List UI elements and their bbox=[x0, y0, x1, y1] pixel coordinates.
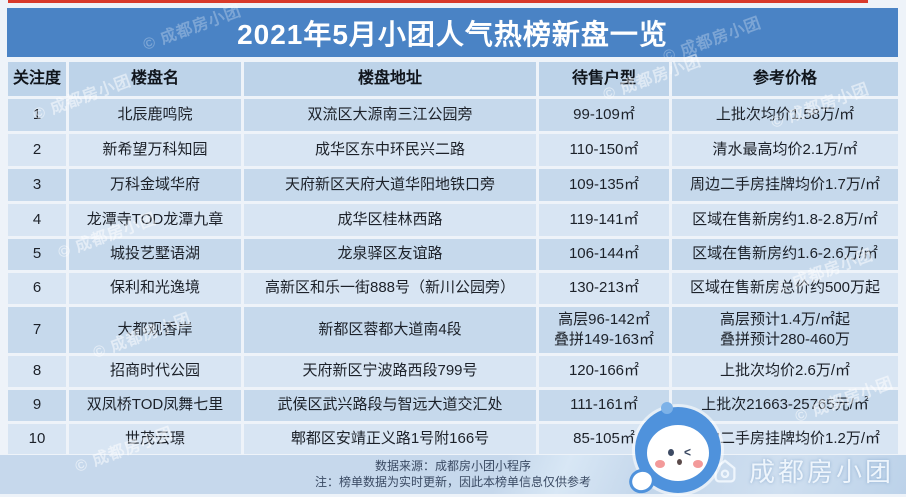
column-header-price: 参考价格 bbox=[672, 62, 898, 96]
footer-notes: 数据来源：成都房小团小程序 注：榜单数据为实时更新，因此本榜单信息仅供参考 bbox=[0, 458, 906, 490]
rank-cell: 4 bbox=[8, 204, 66, 236]
price-cell: 区域在售新房约1.6-2.6万/㎡ bbox=[672, 239, 898, 270]
table-row: 2 新希望万科知园 成华区东中环民兴二路 110-150㎡ 清水最高均价2.1万… bbox=[8, 134, 898, 166]
units-cell: 106-144㎡ bbox=[539, 239, 669, 270]
ranking-table: 关注度 楼盘名 楼盘地址 待售户型 参考价格 1 北辰鹿鸣院 双流区大源南三江公… bbox=[8, 62, 898, 454]
units-cell: 111-161㎡ bbox=[539, 390, 669, 421]
price-cell: 上批次均价2.6万/㎡ bbox=[672, 356, 898, 387]
mascot-blush bbox=[693, 460, 703, 468]
name-cell: 北辰鹿鸣院 bbox=[69, 99, 241, 131]
price-cell: 清水最高均价2.1万/㎡ bbox=[672, 134, 898, 166]
table-row: 9 双凤桥TOD凤舞七里 武侯区武兴路段与智远大道交汇处 111-161㎡ 上批… bbox=[8, 390, 898, 421]
rank-cell: 7 bbox=[8, 307, 66, 353]
address-cell: 高新区和乐一街888号（新川公园旁） bbox=[244, 273, 536, 304]
rank-cell: 9 bbox=[8, 390, 66, 421]
table-row: 4 龙潭寺TOD龙潭九章 成华区桂林西路 119-141㎡ 区域在售新房约1.8… bbox=[8, 204, 898, 236]
column-header-name: 楼盘名 bbox=[69, 62, 241, 96]
brand-logo: 成都房小团 bbox=[710, 452, 894, 489]
name-cell: 招商时代公园 bbox=[69, 356, 241, 387]
page-title: 2021年5月小团人气热榜新盘一览 bbox=[237, 18, 668, 50]
name-cell: 双凤桥TOD凤舞七里 bbox=[69, 390, 241, 421]
column-header-rank: 关注度 bbox=[8, 62, 66, 96]
price-cell: 高层预计1.4万/㎡起 叠拼预计280-460万 bbox=[672, 307, 898, 353]
mascot-wink-eye: < bbox=[684, 444, 692, 460]
top-accent-line bbox=[8, 0, 868, 3]
mascot-curl bbox=[661, 402, 673, 414]
table-row: 1 北辰鹿鸣院 双流区大源南三江公园旁 99-109㎡ 上批次均价1.58万/㎡ bbox=[8, 99, 898, 131]
name-cell: 世茂云璟 bbox=[69, 424, 241, 454]
units-cell: 119-141㎡ bbox=[539, 204, 669, 236]
footer: 数据来源：成都房小团小程序 注：榜单数据为实时更新，因此本榜单信息仅供参考 成都… bbox=[0, 455, 906, 494]
mascot-left-eye bbox=[668, 449, 674, 456]
rank-cell: 6 bbox=[8, 273, 66, 304]
table-row: 7 大都观香岸 新都区蓉都大道南4段 高层96-142㎡ 叠拼149-163㎡ … bbox=[8, 307, 898, 353]
address-cell: 新都区蓉都大道南4段 bbox=[244, 307, 536, 353]
units-cell: 120-166㎡ bbox=[539, 356, 669, 387]
price-cell: 上批次均价1.58万/㎡ bbox=[672, 99, 898, 131]
name-cell: 城投艺墅语湖 bbox=[69, 239, 241, 270]
name-cell: 万科金域华府 bbox=[69, 169, 241, 201]
table-row: 3 万科金域华府 天府新区天府大道华阳地铁口旁 109-135㎡ 周边二手房挂牌… bbox=[8, 169, 898, 201]
rank-cell: 2 bbox=[8, 134, 66, 166]
name-cell: 新希望万科知园 bbox=[69, 134, 241, 166]
table-header-row: 关注度 楼盘名 楼盘地址 待售户型 参考价格 bbox=[8, 62, 898, 96]
mascot-icon: < bbox=[625, 402, 725, 497]
address-cell: 成华区东中环民兴二路 bbox=[244, 134, 536, 166]
units-cell: 130-213㎡ bbox=[539, 273, 669, 304]
price-cell: 周边二手房挂牌均价1.7万/㎡ bbox=[672, 169, 898, 201]
address-cell: 龙泉驿区友谊路 bbox=[244, 239, 536, 270]
address-cell: 双流区大源南三江公园旁 bbox=[244, 99, 536, 131]
table-row: 5 城投艺墅语湖 龙泉驿区友谊路 106-144㎡ 区域在售新房约1.6-2.6… bbox=[8, 239, 898, 270]
address-cell: 天府新区宁波路西段799号 bbox=[244, 356, 536, 387]
column-header-address: 楼盘地址 bbox=[244, 62, 536, 96]
rank-cell: 10 bbox=[8, 424, 66, 454]
address-cell: 成华区桂林西路 bbox=[244, 204, 536, 236]
price-cell: 区域在售新房总价约500万起 bbox=[672, 273, 898, 304]
address-cell: 天府新区天府大道华阳地铁口旁 bbox=[244, 169, 536, 201]
mascot-mouth bbox=[677, 459, 682, 465]
title-bar: 2021年5月小团人气热榜新盘一览 bbox=[7, 8, 898, 57]
rank-cell: 8 bbox=[8, 356, 66, 387]
data-source-note: 数据来源：成都房小团小程序 bbox=[374, 459, 531, 473]
house-icon bbox=[710, 456, 740, 486]
address-cell: 武侯区武兴路段与智远大道交汇处 bbox=[244, 390, 536, 421]
mascot-face: < bbox=[647, 425, 709, 481]
units-cell: 99-109㎡ bbox=[539, 99, 669, 131]
table-row: 10 世茂云璟 郫都区安靖正义路1号附166号 85-105㎡ 周边二手房挂牌均… bbox=[8, 424, 898, 454]
name-cell: 大都观香岸 bbox=[69, 307, 241, 353]
name-cell: 保利和光逸境 bbox=[69, 273, 241, 304]
name-cell: 龙潭寺TOD龙潭九章 bbox=[69, 204, 241, 236]
address-cell: 郫都区安靖正义路1号附166号 bbox=[244, 424, 536, 454]
units-cell: 高层96-142㎡ 叠拼149-163㎡ bbox=[539, 307, 669, 353]
rank-cell: 1 bbox=[8, 99, 66, 131]
price-cell: 上批次21663-25765元/㎡ bbox=[672, 390, 898, 421]
units-cell: 109-135㎡ bbox=[539, 169, 669, 201]
mascot-blush bbox=[655, 460, 665, 468]
disclaimer-note: 注：榜单数据为实时更新，因此本榜单信息仅供参考 bbox=[314, 475, 591, 489]
price-cell: 区域在售新房约1.8-2.8万/㎡ bbox=[672, 204, 898, 236]
rank-cell: 3 bbox=[8, 169, 66, 201]
brand-logo-text: 成都房小团 bbox=[748, 457, 894, 487]
rank-cell: 5 bbox=[8, 239, 66, 270]
table-row: 8 招商时代公园 天府新区宁波路西段799号 120-166㎡ 上批次均价2.6… bbox=[8, 356, 898, 387]
table-row: 6 保利和光逸境 高新区和乐一街888号（新川公园旁） 130-213㎡ 区域在… bbox=[8, 273, 898, 304]
column-header-units: 待售户型 bbox=[539, 62, 669, 96]
units-cell: 110-150㎡ bbox=[539, 134, 669, 166]
